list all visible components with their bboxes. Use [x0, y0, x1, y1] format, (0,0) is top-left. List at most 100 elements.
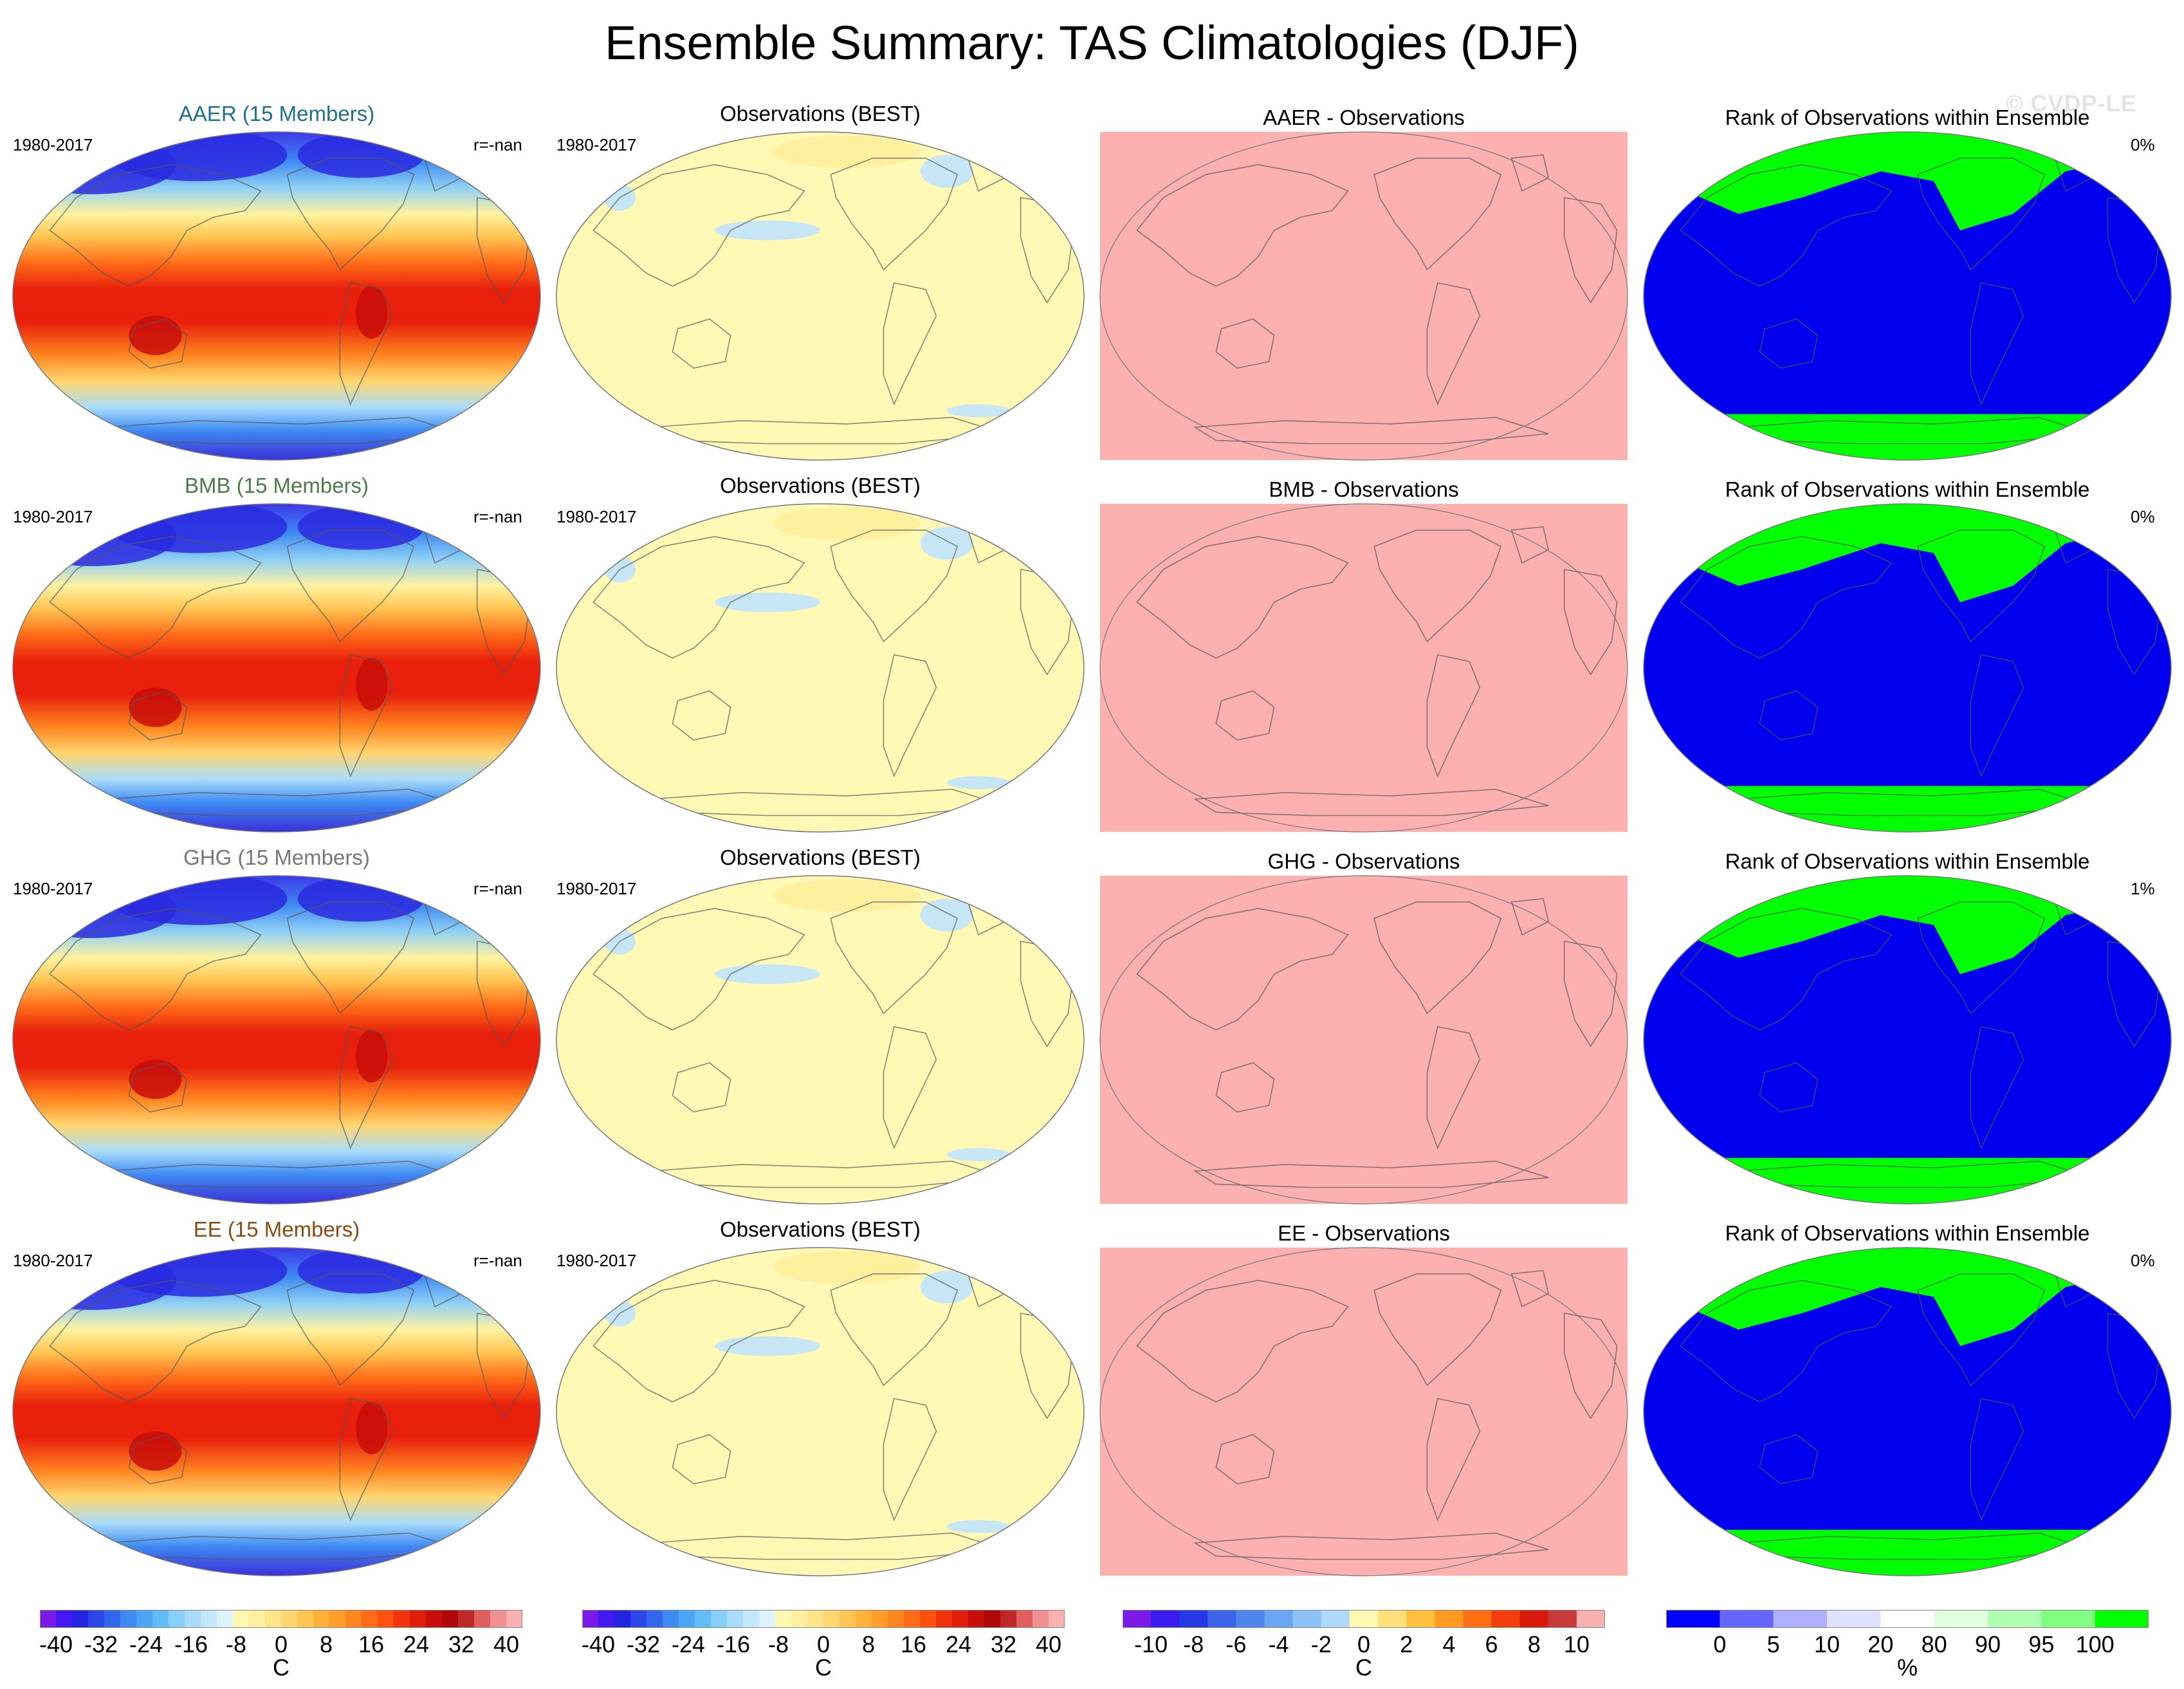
colorbar-swatch: [872, 1610, 888, 1628]
clim-map: [12, 503, 541, 833]
coastline: [1215, 318, 1275, 369]
rank-title: Rank of Observations within Ensemble: [1725, 1221, 2090, 1245]
colorbar-tick-label: 24: [945, 1631, 972, 1657]
diff-map: [1099, 1247, 1628, 1576]
colorbar-tick-label: 0: [1357, 1631, 1371, 1657]
colorbar-swatch: [362, 1610, 378, 1628]
coastline: [672, 318, 731, 369]
ensemble-title: BMB (15 Members): [184, 474, 369, 497]
coastline: [1510, 898, 1549, 936]
map-border: [12, 131, 541, 461]
coastline: [1970, 1026, 2024, 1150]
colorbar-swatch: [711, 1610, 728, 1628]
coastline: [1759, 318, 1819, 369]
obs-title: Observations (BEST): [720, 102, 921, 125]
rank-south-region: [1644, 414, 2171, 460]
coastline: [1426, 1398, 1481, 1522]
coastline: [830, 158, 959, 271]
coastline: [1193, 1160, 1549, 1188]
coastline: [592, 1280, 805, 1403]
period-label: 1980-2017: [13, 507, 93, 526]
obs-cool-region: [946, 776, 1011, 789]
coastline: [339, 1398, 394, 1522]
colorbar-swatch: [1151, 1610, 1180, 1628]
coastline: [830, 901, 959, 1015]
colorbar-swatch: [1321, 1610, 1350, 1628]
climatology-colorbar: [40, 1610, 522, 1628]
colorbar-swatch: [1032, 1610, 1049, 1628]
coastline: [1193, 1532, 1549, 1560]
coastline: [1136, 164, 1349, 287]
coastline: [1426, 282, 1481, 406]
coastline: [1563, 1313, 1618, 1419]
coastline: [830, 530, 959, 643]
obs-cool-region: [920, 1270, 973, 1304]
colorbar-tick-label: -16: [716, 1631, 751, 1657]
obs-cool-region: [920, 154, 973, 188]
colorbar-swatch: [185, 1610, 201, 1628]
period-label: 1980-2017: [13, 135, 93, 154]
rank-map: [1643, 503, 2172, 833]
colorbar-swatch: [1016, 1610, 1033, 1628]
hot-region: [129, 687, 182, 727]
hot-region: [129, 1431, 182, 1471]
colorbar-swatch: [791, 1610, 808, 1628]
colorbar-swatch: [474, 1610, 491, 1628]
colorbar-tick-label: 24: [403, 1631, 430, 1657]
obs-cool-region: [920, 898, 973, 932]
coastline: [49, 164, 262, 287]
cold-anomaly-region: [107, 1248, 288, 1297]
colorbar-swatch: [378, 1610, 394, 1628]
colorbar-swatch: [297, 1610, 314, 1628]
colorbar-swatch: [1491, 1610, 1521, 1628]
obs-warm-region: [773, 1251, 921, 1284]
colorbar-tick-label: 2: [1400, 1631, 1413, 1657]
coastline: [1193, 416, 1549, 445]
coastline: [1510, 526, 1549, 564]
colorbar-swatch: [72, 1610, 89, 1628]
rank-north-region: [1644, 876, 2171, 974]
coastline: [1136, 908, 1349, 1031]
map-border: [12, 875, 541, 1204]
colorbar-swatch: [743, 1610, 760, 1628]
colorbar-units: C: [1355, 1654, 1372, 1681]
hot-region: [356, 658, 388, 711]
diff-map: [1099, 131, 1628, 461]
colorbar-swatch: [233, 1610, 250, 1628]
colorbar-swatch: [1123, 1610, 1152, 1628]
colorbar-swatch: [1179, 1610, 1208, 1628]
globe-outline: [1099, 875, 1628, 1204]
correlation-label: r=-nan: [473, 507, 522, 526]
colorbar-swatch: [40, 1610, 57, 1628]
coastline: [1917, 158, 2046, 271]
colorbar-tick-label: 40: [493, 1631, 520, 1657]
period-label: 1980-2017: [13, 879, 93, 898]
rank-percent-label: 0%: [2131, 1251, 2155, 1270]
colorbar-tick-label: -24: [129, 1631, 163, 1657]
colorbar-tick-label: 32: [990, 1631, 1017, 1657]
rank-map: [1643, 875, 2172, 1204]
colorbar-swatch: [598, 1610, 615, 1628]
colorbar-swatch: [1378, 1610, 1407, 1628]
coastline: [1759, 1062, 1819, 1113]
colorbar-swatch: [1292, 1610, 1322, 1628]
watermark: © CVDP-LE: [2006, 90, 2137, 116]
colorbar-tick-label: -40: [39, 1631, 73, 1657]
colorbar-tick-label: 8: [1527, 1631, 1541, 1657]
coastline: [830, 1273, 959, 1387]
coastline: [672, 1434, 731, 1485]
colorbar-units: C: [815, 1654, 832, 1681]
colorbar-swatch: [807, 1610, 824, 1628]
coastline: [128, 1062, 188, 1113]
coastline: [1510, 154, 1549, 192]
colorbar-tick-label: -32: [626, 1631, 661, 1657]
coastline: [1510, 1269, 1549, 1307]
cold-anomaly-region: [297, 132, 425, 178]
colorbar-swatch: [679, 1610, 695, 1628]
obs-warm-region: [773, 135, 921, 169]
diff-title: GHG - Observations: [1267, 849, 1460, 873]
coastline: [286, 530, 415, 643]
colorbar-tick-label: 16: [900, 1631, 927, 1657]
colorbar-tick-label: 5: [1766, 1631, 1780, 1657]
rank-north-region: [1644, 1248, 2171, 1346]
